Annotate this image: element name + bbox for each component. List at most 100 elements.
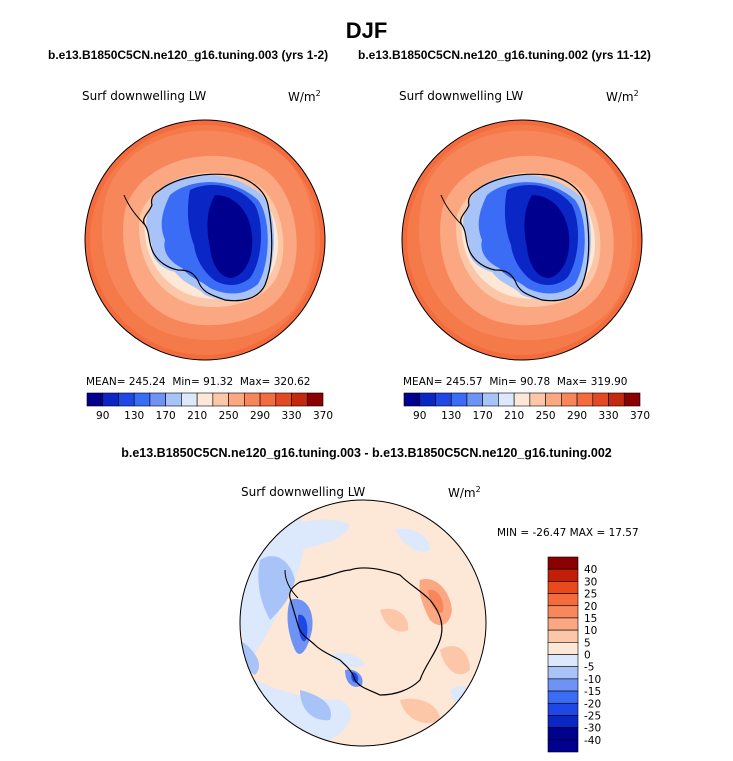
panel-2-colorbar-swatch [435,392,452,407]
panel-2-map-border [401,119,643,361]
panel-1-colorbar-swatch [212,392,229,407]
difference-colorbar-tick-label: -15 [584,686,601,698]
panel-1-colorbar-swatch [165,392,182,407]
difference-colorbar-swatch [547,654,579,667]
difference-colorbar-tick-label: -20 [584,698,601,710]
panel-1-colorbar-tick-label: 330 [282,410,302,422]
panel-1-colorbar: 90 130 170 210 250 290 330 370 [86,392,333,422]
difference-colorbar-tick-label: 30 [584,576,597,588]
panel-2-colorbar-tick-label: 210 [504,410,524,422]
difference-colorbar-tick-label: 20 [584,601,597,613]
panel-1-case-title: b.e13.B1850C5CN.ne120_g16.tuning.003 (yr… [48,48,329,62]
panel-1-colorbar-swatch [259,392,277,407]
panel-1-map-border [84,119,326,361]
panel-1-colorbar-swatch [275,392,292,407]
difference-units-label: W/m2 [448,485,481,500]
panel-1-polar-map [85,120,325,360]
difference-colorbar-tick-label: 15 [584,613,597,625]
panel-2-colorbar-swatch [608,392,625,407]
panel-2-colorbar-swatch [498,392,515,407]
difference-colorbar-swatch [547,593,579,607]
difference-colorbar-tick-label: 10 [584,625,597,637]
panel-1-variable-label: Surf downwelling LW [82,89,207,103]
panel-2-colorbar: 90 130 170 210 250 290 330 370 [403,392,650,422]
panel-2-stats: MEAN= 245.57 Min= 90.78 Max= 319.90 [403,376,628,388]
difference-colorbar-swatch [547,678,579,692]
panel-2-case-title: b.e13.B1850C5CN.ne120_g16.tuning.002 (yr… [358,48,651,62]
difference-colorbar-swatch [547,629,579,643]
panel-2-colorbar-swatch [592,392,609,407]
panel-2-colorbar-tick-label: 170 [473,410,493,422]
panel-1-colorbar-tick-label: 290 [250,410,270,422]
panel-1-colorbar-swatch [291,392,308,407]
difference-map-border [239,499,487,747]
difference-colorbar-swatch [547,715,579,728]
panel-1-colorbar-swatch [133,392,151,407]
panel-2-colorbar-tick-label: 290 [567,410,587,422]
difference-colorbar-tick-label: -5 [584,662,594,674]
panel-2-colorbar-swatch [419,392,436,407]
panel-2-colorbar-tick-label: 130 [441,410,461,422]
difference-colorbar-swatch [547,617,579,631]
panel-1-colorbar-swatch [196,392,214,407]
panel-1-colorbar-swatch [102,392,119,407]
panel-2-colorbar-swatch [545,392,562,407]
panel-1-colorbar-swatch [228,392,245,407]
difference-colorbar-swatch [547,581,579,594]
panel-2-colorbar-swatch [482,392,499,407]
panel-1-colorbar-swatch [118,392,135,407]
difference-colorbar-tick-label: -25 [584,710,601,722]
difference-variable-label: Surf downwelling LW [241,485,366,499]
panel-1-colorbar-tick-label: 250 [219,410,239,422]
difference-colorbar-swatch [547,702,579,716]
panel-2-variable-label: Surf downwelling LW [399,89,524,103]
difference-minmax: MIN = -26.47 MAX = 17.57 [497,527,639,539]
panel-1-colorbar-swatch [181,392,198,407]
difference-colorbar-swatch [547,568,579,582]
difference-colorbar-tick-label: 5 [584,637,591,649]
panel-2-polar-map [402,120,642,360]
panel-2-colorbar-swatch [466,392,483,407]
panel-2-colorbar-swatch [403,392,421,407]
figure-title: DJF [345,18,388,43]
difference-title: b.e13.B1850C5CN.ne120_g16.tuning.003 - b… [121,446,612,460]
panel-1-colorbar-tick-label: 130 [124,410,144,422]
difference-colorbar-tick-label: 0 [584,650,591,662]
panel-2-units-label: W/m2 [606,89,639,104]
difference-colorbar-tick-label: -10 [584,674,601,686]
panel-2-colorbar-swatch [623,392,641,407]
panel-1-colorbar-swatch [86,392,104,407]
difference-colorbar-tick-label: -40 [584,735,601,747]
panel-1-colorbar-tick-label: 90 [96,410,109,422]
panel-1-colorbar-swatch [244,392,261,407]
panel-2-colorbar-swatch [450,392,468,407]
panel-1-colorbar-tick-label: 170 [156,410,176,422]
panel-2-colorbar-swatch [561,392,578,407]
panel-2-colorbar-tick-label: 90 [413,410,426,422]
panel-2-colorbar-tick-label: 330 [599,410,619,422]
panel-2-colorbar-swatch [576,392,594,407]
difference-colorbar-tick-label: 25 [584,589,597,601]
panel-2-colorbar-swatch [513,392,531,407]
panel-1-colorbar-swatch [149,392,166,407]
difference-colorbar-swatch [547,690,579,704]
difference-colorbar-tick-label: -30 [584,723,601,735]
panel-2-colorbar-tick-label: 370 [630,410,650,422]
panel-2-colorbar-swatch [529,392,546,407]
panel-1-colorbar-tick-label: 210 [187,410,207,422]
difference-colorbar-tick-label: 40 [584,564,597,576]
panel-2-colorbar-tick-label: 250 [536,410,556,422]
panel-1-colorbar-swatch [306,392,324,407]
panel-1-units-label: W/m2 [288,89,321,104]
difference-polar-map [240,500,486,746]
difference-colorbar-swatch [547,556,579,570]
difference-colorbar-swatch [547,666,579,680]
panel-1-stats: MEAN= 245.24 Min= 91.32 Max= 320.62 [86,376,311,388]
panel-1-colorbar-tick-label: 370 [313,410,333,422]
difference-colorbar-swatch [547,642,579,655]
difference-colorbar-swatch [547,605,579,619]
difference-colorbar-swatch [547,727,579,741]
difference-colorbar-swatch [547,739,579,753]
